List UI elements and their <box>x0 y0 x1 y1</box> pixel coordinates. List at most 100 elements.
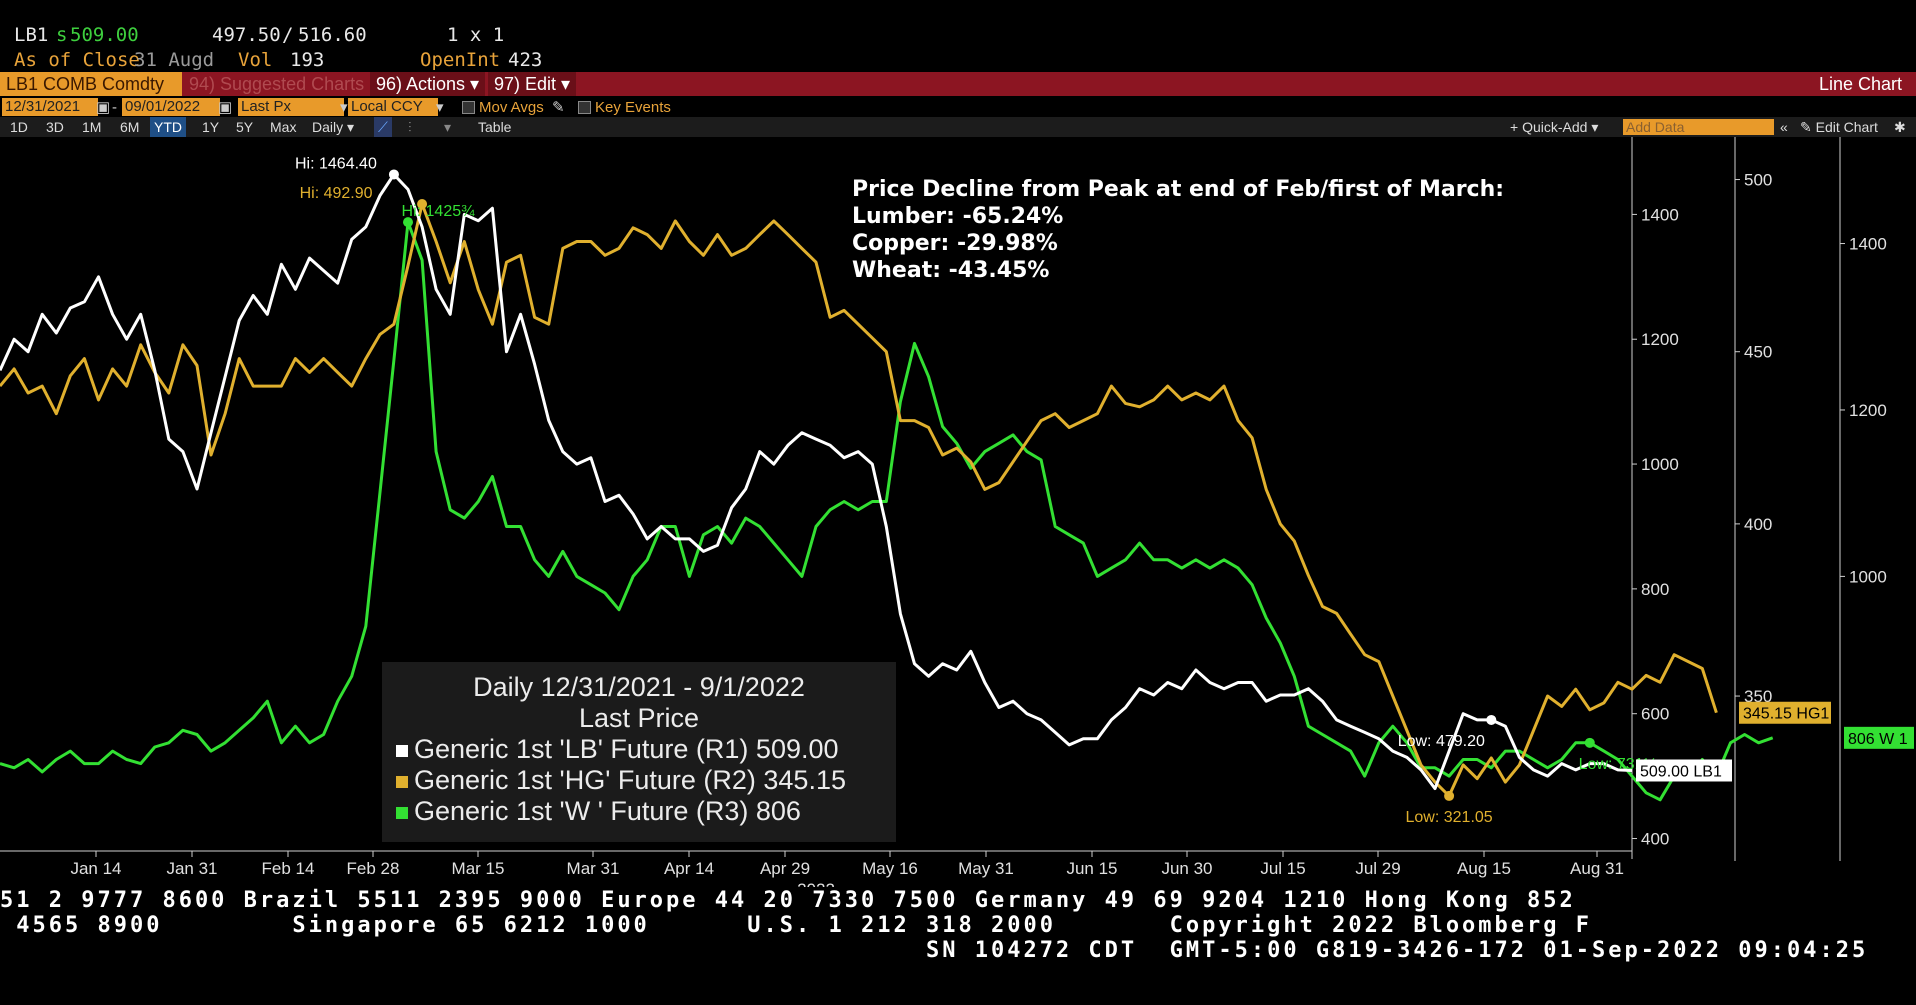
legend-date-range: Daily 12/31/2021 - 9/1/2022 <box>473 672 805 702</box>
edit-chart-label: Edit Chart <box>1815 119 1878 135</box>
low-marker <box>1486 714 1497 725</box>
range-separator: / <box>282 24 294 46</box>
open-interest-label: OpenInt <box>420 49 501 71</box>
y-tick-label-r2: 450 <box>1744 343 1772 362</box>
low-label: Low: 321.05 <box>1406 809 1493 826</box>
actions-menu[interactable]: 96) Actions ▾ <box>370 72 486 96</box>
period-1d[interactable]: 1D <box>10 119 28 135</box>
series-line-r3 <box>0 220 1774 802</box>
range-high: 516.60 <box>298 24 367 46</box>
price-chart: 400 600 800 1000 1200 1400 350 400 450 500 1000 120… <box>0 137 1914 887</box>
dropdown-icon[interactable]: ▾ <box>340 99 348 116</box>
legend-item: Generic 1st 'LB' Future (R1) 509.00 <box>382 734 896 765</box>
mov-avgs-checkbox[interactable] <box>462 101 475 114</box>
x-tick-label: Jun 30 <box>1161 859 1212 878</box>
period-max[interactable]: Max <box>270 119 297 135</box>
x-tick-label: Aug 31 <box>1570 859 1624 878</box>
start-date-field[interactable]: 12/31/2021 <box>2 98 98 116</box>
suggested-charts-button[interactable]: 94) Suggested Charts <box>189 74 365 94</box>
last-value-label: 806 W 1 <box>1848 731 1908 748</box>
annotation-wheat: Wheat: -43.45% <box>852 258 1050 283</box>
annotation-lumber: Lumber: -65.24% <box>852 204 1064 229</box>
period-3d[interactable]: 3D <box>46 119 64 135</box>
x-tick-label: Mar 15 <box>452 859 505 878</box>
calendar-icon[interactable]: ▣ <box>218 99 233 116</box>
legend-swatch <box>396 807 408 819</box>
x-tick-label: Apr 14 <box>664 859 714 878</box>
size-label: 1 x 1 <box>447 24 505 46</box>
last-value-label: 509.00 LB1 <box>1640 763 1722 780</box>
last-value-tag <box>1739 701 1831 724</box>
x-tick-label: Jun 15 <box>1066 859 1117 878</box>
y-tick-label-r3: 1000 <box>1849 567 1887 586</box>
y-tick-label-r1: 1000 <box>1641 455 1679 474</box>
end-date-field[interactable]: 09/01/2022 <box>122 98 220 116</box>
bar-chart-icon[interactable]: ⫶ <box>408 119 412 135</box>
period-1m[interactable]: 1M <box>82 119 102 135</box>
period-5y[interactable]: 5Y <box>236 119 254 135</box>
field-select[interactable]: Last Px <box>238 98 344 116</box>
x-tick-label: Feb 28 <box>347 859 400 878</box>
y-tick-label-r1: 600 <box>1641 705 1669 724</box>
last-value-tag <box>1844 726 1914 749</box>
y-tick-label-r1: 800 <box>1641 580 1669 599</box>
legend-swatch <box>396 776 408 788</box>
annotation-copper: Copper: -29.98% <box>852 231 1058 256</box>
calendar-icon[interactable]: ▣ <box>96 99 111 116</box>
legend-item: Generic 1st 'HG' Future (R2) 345.15 <box>382 765 896 796</box>
dropdown-icon[interactable]: ▾ <box>444 119 452 135</box>
legend-label: Generic 1st 'HG' Future (R2) 345.15 <box>414 765 846 795</box>
y-tick-label-r2: 350 <box>1744 687 1772 706</box>
settings-icon[interactable]: ✱ <box>1894 119 1906 135</box>
key-events-checkbox[interactable] <box>578 101 591 114</box>
add-data-input[interactable]: Add Data <box>1623 119 1774 135</box>
pencil-icon[interactable]: ✎ <box>552 99 565 116</box>
low-label: Low: 479.20 <box>1398 733 1485 750</box>
price-prefix: s <box>56 24 68 46</box>
annotation-title: Price Decline from Peak at end of Feb/fi… <box>852 177 1505 202</box>
edit-chart-button[interactable]: ✎ Edit Chart <box>1800 119 1878 135</box>
x-tick-label: Jan 14 <box>70 859 121 878</box>
x-tick-label: May 16 <box>862 859 918 878</box>
legend-label: Generic 1st 'W ' Future (R3) 806 <box>414 796 801 826</box>
x-tick-label: Jan 31 <box>166 859 217 878</box>
range-low: 497.50 <box>212 24 281 46</box>
legend-subtitle: Last Price <box>578 703 700 733</box>
table-button[interactable]: Table <box>478 119 512 135</box>
legend-label: Generic 1st 'LB' Future (R1) 509.00 <box>414 734 839 764</box>
x-tick-label: Mar 31 <box>567 859 620 878</box>
x-axis-year-label: 2022 <box>797 880 835 887</box>
currency-select[interactable]: Local CCY <box>348 98 438 116</box>
x-tick-label: Aug 15 <box>1457 859 1511 878</box>
period-6m[interactable]: 6M <box>120 119 140 135</box>
hi-label: Hi: 1464.40 <box>295 155 377 172</box>
security-field[interactable]: LB1 COMB Comdty <box>0 72 182 96</box>
dropdown-icon[interactable]: ▾ <box>436 99 444 116</box>
y-tick-label-r2: 500 <box>1744 171 1772 190</box>
quick-add-button[interactable]: + Quick-Add ▾ <box>1510 119 1599 135</box>
y-tick-label-r1: 1400 <box>1641 205 1679 224</box>
period-1y[interactable]: 1Y <box>202 119 220 135</box>
collapse-icon[interactable]: « <box>1780 119 1788 135</box>
command-bar: LB1 COMB Comdty 94) Suggested Charts 96)… <box>0 72 1916 96</box>
y-tick-label-r3: 1200 <box>1849 401 1887 420</box>
as-of-label: As of Close <box>14 49 140 71</box>
y-tick-label-r1: 400 <box>1641 830 1669 849</box>
y-tick-label-r2: 400 <box>1744 515 1772 534</box>
last-price: 509.00 <box>70 24 139 46</box>
hi-marker <box>417 198 428 209</box>
mov-avgs-label: Mov Avgs <box>479 99 544 116</box>
series-line-r1 <box>0 173 1633 791</box>
last-value-label: 345.15 HG1 <box>1743 706 1829 723</box>
as-of-date: 31 Augd <box>134 49 215 71</box>
x-tick-label: Jul 29 <box>1355 859 1400 878</box>
frequency-select[interactable]: Daily ▾ <box>312 119 355 135</box>
edit-menu[interactable]: 97) Edit ▾ <box>488 72 577 96</box>
period-bar: 1D 3D 1M 6M YTD 1Y 5Y Max Daily ▾ ⟋ ⫶ ▾ … <box>0 117 1916 137</box>
decline-annotation: Price Decline from Peak at end of Feb/fi… <box>852 176 1504 284</box>
line-chart-icon[interactable]: ⟋ <box>374 117 392 137</box>
hi-label: Hi: 492.90 <box>300 185 373 202</box>
footer-contact-line2: 4565 8900 Singapore 65 6212 1000 U.S. 1 … <box>0 913 1593 938</box>
period-ytd[interactable]: YTD <box>150 117 186 137</box>
chart-type-label: Line Chart <box>1818 74 1902 94</box>
